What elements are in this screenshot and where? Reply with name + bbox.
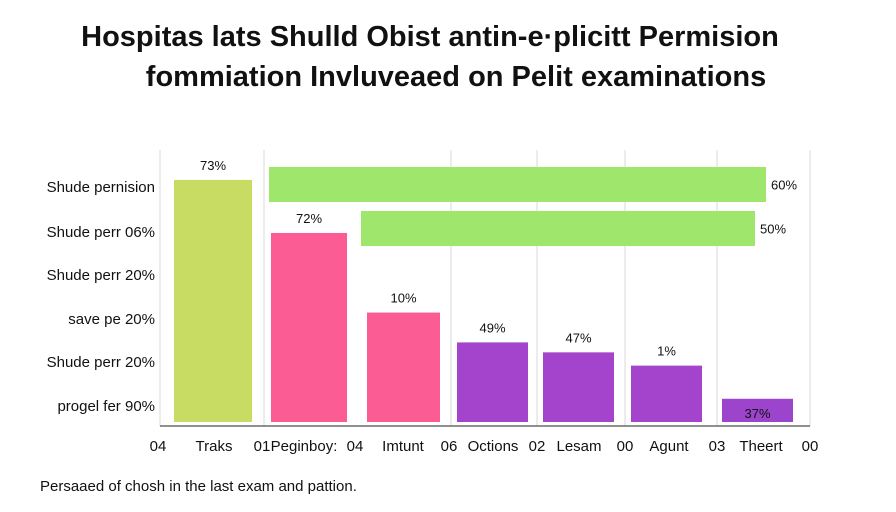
bar	[631, 365, 702, 422]
x-tick-label: 04	[150, 438, 167, 455]
bar-value-label: 49%	[479, 320, 505, 335]
bar-value-label: 72%	[296, 211, 322, 226]
bar-value-label: 10%	[390, 291, 416, 306]
y-category-label: progel fer 90%	[57, 398, 155, 415]
bar	[367, 312, 440, 422]
bar-value-label: 1%	[657, 344, 676, 359]
chart-title: Hospitas lats Shulld Obist antin-e·plici…	[81, 21, 779, 53]
bar-value-label: 37%	[744, 406, 770, 421]
bar	[174, 179, 252, 422]
x-tick-label: Traks	[196, 438, 233, 455]
x-tick-label: 00	[617, 438, 634, 455]
x-tick-label: Imtunt	[382, 438, 425, 455]
x-tick-label: Peginboy:	[271, 438, 338, 455]
x-tick-label: Octions	[468, 438, 519, 455]
x-tick-label: 01	[254, 438, 271, 455]
x-tick-label: 06	[441, 438, 458, 455]
x-tick-label: 04	[347, 438, 364, 455]
bar-value-label: 60%	[771, 178, 797, 193]
bar	[271, 232, 347, 422]
y-category-label: Shude perr 06%	[47, 224, 155, 241]
bar-value-label: 50%	[760, 222, 786, 237]
x-tick-label: Theert	[739, 438, 783, 455]
bar	[457, 342, 528, 422]
bar-value-label: 47%	[565, 330, 591, 345]
y-category-label: Shude pernision	[47, 179, 155, 196]
bar-value-label: 73%	[200, 158, 226, 173]
chart-subtitle: fommiation Invluveaed on Pelit examinati…	[145, 61, 767, 93]
x-tick-label: Agunt	[649, 438, 689, 455]
x-tick-label: 02	[529, 438, 546, 455]
x-tick-label: Lesam	[556, 438, 601, 455]
horizontal-bar	[269, 167, 766, 202]
y-category-label: save pe 20%	[68, 311, 155, 328]
bar	[722, 398, 793, 422]
y-category-label: Shude perr 20%	[47, 354, 155, 371]
chart-caption: Persaaed of chosh in the last exam and p…	[40, 478, 357, 495]
bar	[543, 352, 614, 422]
x-tick-label: 00	[802, 438, 819, 455]
horizontal-bar	[361, 211, 755, 246]
y-category-label: Shude perr 20%	[47, 267, 155, 284]
x-tick-label: 03	[709, 438, 726, 455]
